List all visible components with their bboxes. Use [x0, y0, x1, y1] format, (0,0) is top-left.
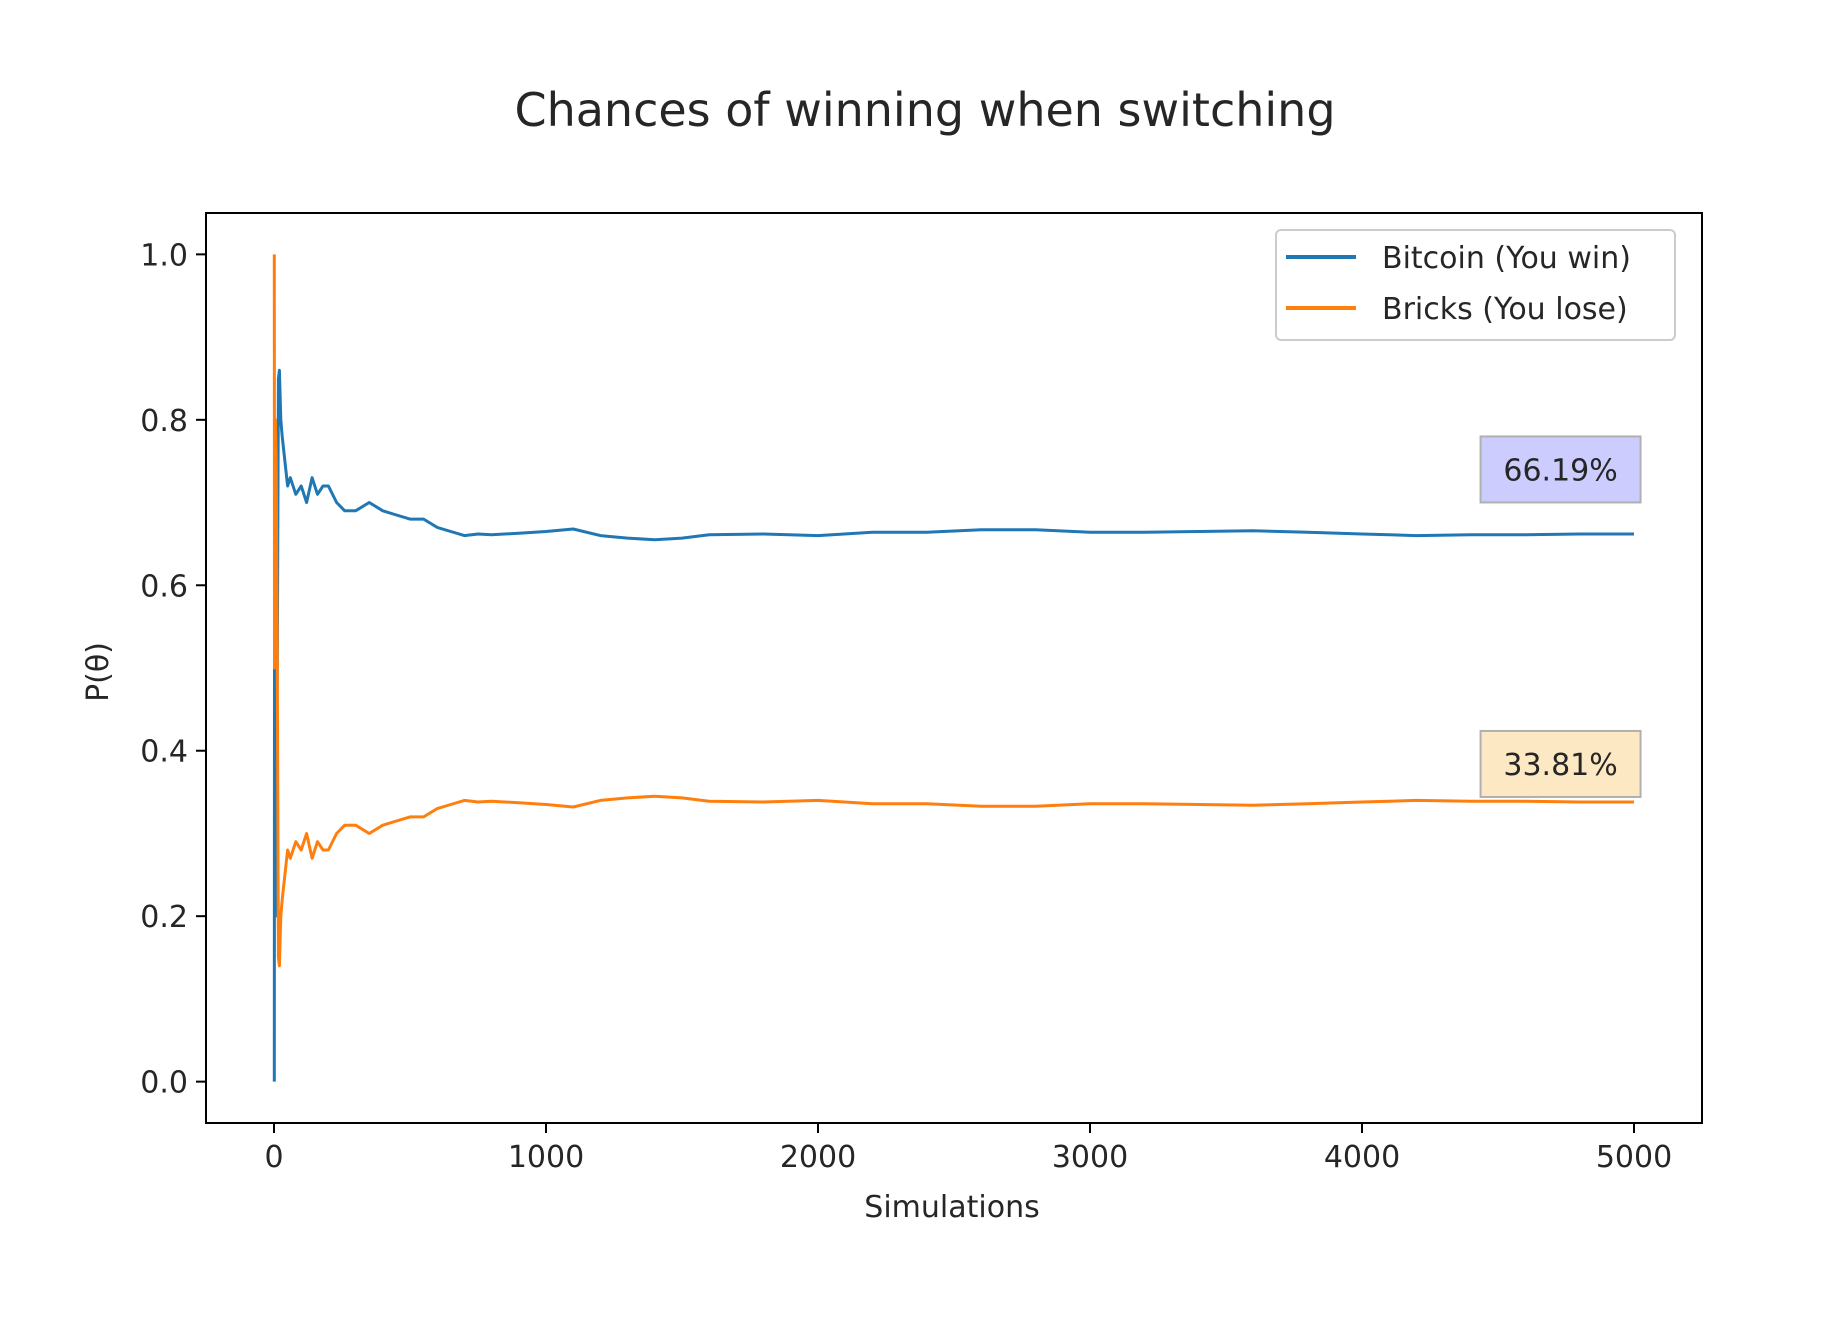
y-tick-label: 0.6 — [140, 569, 188, 604]
y-tick-label: 0.4 — [140, 735, 188, 770]
series-line-bricks — [272, 254, 1634, 968]
annotation-label: 66.19% — [1503, 453, 1617, 488]
y-axis: 0.0 0.2 0.4 0.6 0.8 1.0 — [140, 238, 206, 1101]
x-tick-label: 5000 — [1596, 1140, 1672, 1175]
annotation-layer: 66.19% 33.81% — [1479, 435, 1642, 798]
y-axis-label: P(θ) — [81, 642, 116, 702]
legend-label-bitcoin: Bitcoin (You win) — [1382, 241, 1631, 276]
plot-frame — [205, 212, 1703, 1124]
y-tick-label: 0.0 — [140, 1066, 188, 1101]
y-tick-label: 0.8 — [140, 404, 188, 439]
legend-box — [1275, 229, 1676, 341]
annotation-box — [1479, 729, 1642, 798]
annotation-box — [1479, 435, 1642, 504]
x-tick-label: 0 — [264, 1140, 283, 1175]
x-tick-label: 3000 — [1052, 1140, 1128, 1175]
x-axis: 0 1000 2000 3000 4000 5000 — [264, 1123, 1672, 1175]
annotation-label: 33.81% — [1503, 748, 1617, 783]
chart-title: Chances of winning when switching — [514, 83, 1335, 137]
legend-label-bricks: Bricks (You lose) — [1382, 292, 1628, 327]
series-line-bitcoin — [272, 368, 1634, 1082]
series-layer — [272, 254, 1634, 1082]
x-tick-label: 4000 — [1324, 1140, 1400, 1175]
x-tick-label: 1000 — [508, 1140, 584, 1175]
x-axis-label: Simulations — [864, 1190, 1039, 1225]
x-tick-label: 2000 — [780, 1140, 856, 1175]
legend: Bitcoin (You win) Bricks (You lose) — [1275, 229, 1676, 341]
y-tick-label: 0.2 — [140, 900, 188, 935]
y-tick-label: 1.0 — [140, 238, 188, 273]
